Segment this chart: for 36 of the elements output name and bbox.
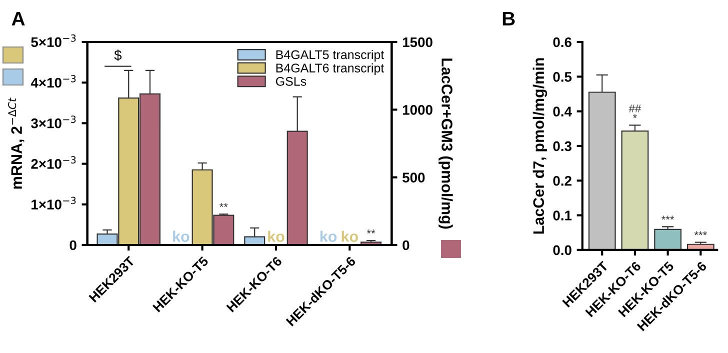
y-tick-label: 0.6	[553, 37, 572, 48]
y-tick-label: 0	[70, 240, 76, 250]
data-label: ***	[694, 231, 707, 236]
chart-title: A	[12, 12, 25, 26]
y2-tick-label: 1500	[402, 37, 432, 48]
data-label: ## *	[628, 104, 642, 118]
y-tick-label: 0.3	[553, 141, 572, 152]
y-axis-title: mRNA, 2$^{−ΔCt}$	[8, 98, 24, 189]
y2-axis-title: LacCer+GM3 (pmol/mg)	[438, 58, 453, 229]
y-tick-label: 0.4	[553, 106, 572, 116]
legend-label: B4GALT6 transcript	[276, 63, 384, 75]
legend-label: GSLs	[276, 76, 306, 86]
legend-label: B4GALT5 transcript	[276, 50, 384, 62]
y-tick-label: 5×10$^{−3}$	[31, 34, 76, 48]
y-tick-label: 0.5	[553, 72, 572, 82]
y-tick-label: 2×10$^{−3}$	[31, 156, 76, 169]
y-tick-label: 4×10$^{−3}$	[30, 74, 76, 88]
text: ko	[173, 230, 190, 242]
data-label: ***	[662, 216, 674, 220]
bar	[654, 228, 682, 250]
y-tick-label: 0.0	[553, 245, 572, 256]
data-label: **	[366, 230, 376, 234]
y-tick-label: 1×10$^{−3}$	[32, 196, 76, 210]
y2-tick-label: 500	[402, 172, 425, 182]
y-tick-label: 3×10$^{−3}$	[31, 116, 76, 128]
annotation: $	[114, 50, 122, 61]
y2-tick-label: 1000	[402, 105, 432, 115]
data-label: **	[220, 203, 228, 208]
y-tick-label: 0.1	[553, 210, 572, 220]
text: ko	[268, 230, 284, 242]
text: ko	[320, 230, 337, 242]
y-axis-title: LacCer d7, pmol/mg/min	[532, 58, 548, 234]
text: ko	[342, 230, 358, 242]
y-tick-label: 0.2	[553, 176, 572, 186]
y2-tick-label: 0	[402, 240, 410, 250]
chart-title: B	[502, 12, 515, 26]
